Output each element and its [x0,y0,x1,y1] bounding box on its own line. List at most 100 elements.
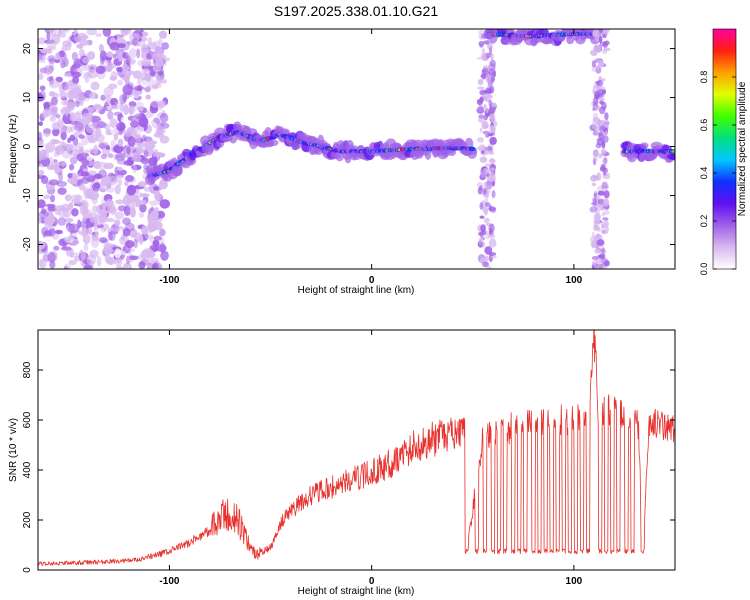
spectrogram-cell [39,85,46,91]
spectrogram-cell [268,139,279,147]
spectrogram-cell [82,56,91,64]
spectrogram-cell [129,60,136,66]
spectrogram-cell [45,67,53,75]
spectrogram-cell [595,65,600,70]
spectrogram-cell [138,211,145,218]
spectrogram-cell [114,248,122,259]
spectrogram-cell [117,36,125,41]
spectrogram-cell [599,100,604,105]
spectrogram-cell [45,142,56,153]
spectrogram-cell [64,107,69,117]
spectrogram-cell [69,156,78,165]
spectrogram-cell [114,184,121,195]
spectrogram-cell [59,50,65,58]
spectrogram-cell [157,100,167,108]
spectrogram-cell [80,251,86,262]
spectrogram-cell [95,133,105,143]
spectrogram-cell [69,238,79,246]
spectrogram-cell [124,180,129,187]
spectrogram-cell [81,228,93,235]
spectrogram-cell [42,108,52,117]
spectrogram-cell [602,135,609,143]
spectrogram-cell [147,37,153,45]
spectrogram-cell [597,190,606,196]
spectrogram-cell [589,206,598,213]
spectrogram-cell [478,232,482,236]
spectrogram-cell [93,104,103,110]
spectrogram-cell [159,199,171,209]
spectrogram-cell [63,72,74,78]
spectrogram-cell [57,187,67,195]
spectrogram-cell [485,180,493,190]
spectrogram-cell [96,255,102,267]
spectrogram-cell [155,217,163,222]
snr-series-line [38,330,675,566]
spectrogram-cell [38,50,43,61]
spectrogram-cell [132,37,138,46]
spectrogram-cell [481,261,490,268]
spectrogram-cell [601,247,606,254]
spectrogram-cell [640,142,649,149]
spectrogram-cell [38,258,44,269]
spectrogram-cell [479,257,486,264]
spectrogram-cell [53,245,60,251]
spectrogram-cell [152,148,159,159]
spectrogram-cell [488,46,493,56]
spectrogram-cell [112,53,117,59]
spectrogram-cell [594,248,602,254]
snr-ticks: -100 0 100 0 200 400 600 800 [22,330,675,587]
spectrogram-cell [83,243,89,252]
spectrogram-cell [107,110,114,120]
spectrogram-cell [479,215,485,219]
spectrogram-cell [84,149,90,155]
spectrogram-cell [591,182,597,187]
spectrogram-cell [129,120,140,128]
spectrogram-xlabel: Height of straight line (km) [298,285,415,296]
spectrogram-cell [83,265,93,269]
spectrogram-cell [158,30,168,39]
spectrogram-cell [483,181,488,188]
spectrogram-cell [38,72,44,81]
snr-ytick-label: 200 [22,511,33,528]
spectrogram-cell [48,80,60,89]
spectrogram-cell [603,29,611,32]
spectrogram-cell [88,148,98,154]
spectrogram-cell [102,29,112,37]
spectrogram-cell [124,222,135,232]
spectrogram-cell [592,121,597,129]
colorbar-tick-label: 0.4 [699,167,709,180]
spectrogram-cell [129,32,141,42]
spectrogram-cell [129,255,139,261]
spectrogram-cell [115,199,125,205]
spectrogram-cell [595,29,600,37]
spectrogram-cell [149,103,159,114]
spectrogram-cell [159,228,166,237]
snr-ytick-label: 800 [22,361,33,378]
spectrogram-cell [603,119,610,128]
spectrogram-cell [61,149,73,159]
spectrogram-cell [485,217,489,222]
spectrogram-cell [591,60,597,68]
spectrogram-cell [599,125,606,133]
spectrogram-cell [483,114,488,121]
spectrogram-cell [138,116,149,128]
spectrogram-cell [488,132,496,136]
spectrogram-cell [64,235,75,244]
spectrogram-cell [106,51,114,58]
spectrogram-cell [90,81,100,91]
spectrogram-cell [90,237,100,248]
snr-xlabel: Height of straight line (km) [298,586,415,597]
spectrogram-cell [491,190,496,199]
spectrogram-cell [89,133,97,144]
spectrogram-cell [591,67,597,72]
spectrogram-cell [476,146,485,151]
spectrogram-cell [488,233,496,239]
spectrogram-cell [598,132,605,140]
spectrogram-cell [58,171,63,183]
spectrogram-cell [484,202,491,208]
spectrogram-cell [143,186,151,192]
spectrogram-cell [485,134,490,138]
spectrogram-cell [72,75,80,85]
